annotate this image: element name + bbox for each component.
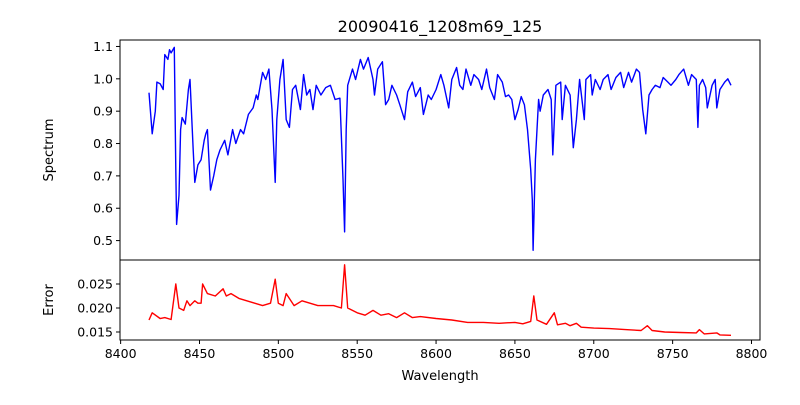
x-tick-label: 8600 bbox=[420, 346, 452, 361]
y-tick-label: 0.8 bbox=[93, 136, 113, 151]
y-tick-label: 0.9 bbox=[93, 104, 113, 119]
x-tick-label: 8700 bbox=[578, 346, 610, 361]
axes-frame bbox=[119, 39, 761, 261]
xlabel: Wavelength bbox=[401, 369, 478, 384]
y-tick-label: 0.025 bbox=[77, 276, 113, 291]
axes-frame bbox=[119, 259, 761, 341]
x-tick-label: 8450 bbox=[184, 346, 216, 361]
chart-title: 20090416_1208m69_125 bbox=[338, 17, 543, 37]
x-tick-label: 8750 bbox=[657, 346, 689, 361]
y-tick-label: 0.5 bbox=[93, 233, 113, 248]
y-tick-label: 0.020 bbox=[77, 300, 113, 315]
series-line-spectrum bbox=[148, 46, 732, 251]
y-tick-label: 0.7 bbox=[93, 168, 113, 183]
y-tick-label: 0.015 bbox=[77, 324, 113, 339]
bottom-ylabel: Error bbox=[42, 284, 57, 316]
y-tick-label: 1.0 bbox=[93, 71, 113, 86]
x-tick-label: 8800 bbox=[736, 346, 768, 361]
y-tick-label: 1.1 bbox=[93, 39, 113, 54]
x-tick-label: 8550 bbox=[341, 346, 373, 361]
series-line-error bbox=[148, 264, 732, 336]
y-tick-label: 0.6 bbox=[93, 201, 113, 216]
x-tick-label: 8500 bbox=[262, 346, 294, 361]
x-tick-label: 8650 bbox=[499, 346, 531, 361]
x-tick-label: 8400 bbox=[105, 346, 137, 361]
top-ylabel: Spectrum bbox=[42, 119, 57, 182]
top-axes: 0.5 0.6 0.7 0.8 0.9 1.0 1.1 bbox=[93, 39, 761, 261]
bottom-axes: 0.015 0.020 0.025 8400 8450 8500 8550 8600 8650 8… bbox=[77, 259, 768, 361]
